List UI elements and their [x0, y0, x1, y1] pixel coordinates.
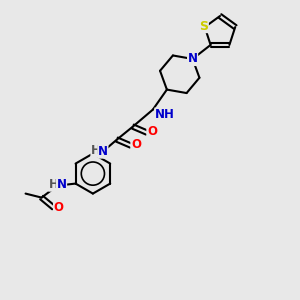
- Text: S: S: [199, 20, 208, 33]
- Text: H: H: [49, 178, 58, 191]
- Text: N: N: [188, 52, 198, 65]
- Text: O: O: [147, 125, 157, 138]
- Text: N: N: [57, 178, 67, 191]
- Text: N: N: [98, 145, 108, 158]
- Text: O: O: [131, 138, 141, 151]
- Text: O: O: [54, 201, 64, 214]
- Text: H: H: [91, 144, 101, 157]
- Text: NH: NH: [155, 108, 175, 121]
